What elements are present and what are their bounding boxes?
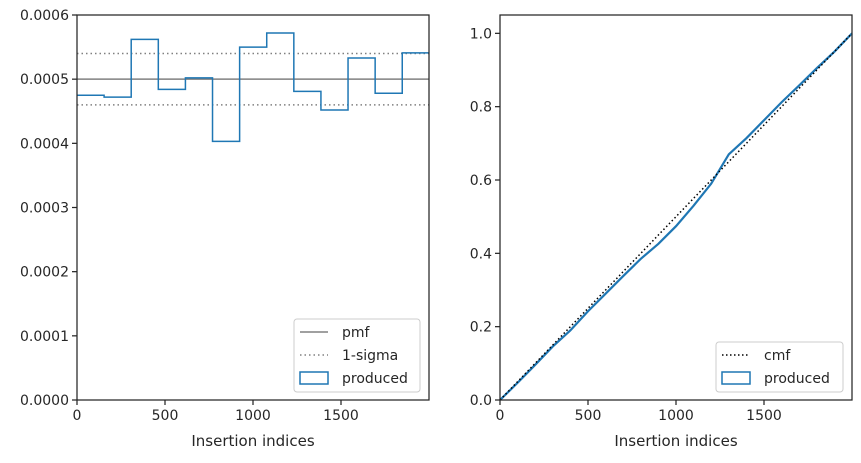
left-y-tick-label: 0.0001 bbox=[20, 329, 69, 345]
left-y-tick-label: 0.0003 bbox=[20, 201, 69, 217]
right-legend: cmf produced bbox=[715, 341, 844, 393]
right-y-tick-label: 0.2 bbox=[470, 320, 492, 336]
right-y-tick-label: 0.6 bbox=[470, 173, 492, 189]
left-y-tick-label: 0.0004 bbox=[20, 136, 69, 152]
left-y-tick-label: 0.0006 bbox=[20, 8, 69, 24]
left-x-tick-label: 0 bbox=[73, 408, 82, 424]
right-y-tick-label: 1.0 bbox=[470, 26, 492, 42]
legend-pmf-label: pmf bbox=[342, 325, 371, 341]
left-x-tick-label: 500 bbox=[152, 408, 179, 424]
right-x-tick-label: 0 bbox=[496, 408, 505, 424]
right-y-tick-label: 0.4 bbox=[470, 246, 492, 262]
right-y-tick-label: 0.0 bbox=[470, 393, 492, 409]
produced-cumulative-line bbox=[499, 32, 853, 401]
legend-produced-label: produced bbox=[342, 371, 408, 387]
right-legend-frame bbox=[715, 341, 844, 393]
right-x-axis-label: Insertion indices bbox=[614, 432, 737, 450]
left-x-tick-label: 1000 bbox=[235, 408, 271, 424]
legend-produced-label-right: produced bbox=[764, 371, 830, 387]
left-legend: pmf 1-sigma produced bbox=[293, 318, 421, 393]
legend-sigma-label: 1-sigma bbox=[342, 348, 398, 364]
right-y-tick-label: 0.8 bbox=[470, 100, 492, 116]
pmf-chart: 0 500 1000 1500 0.0000 0.0001 0.0002 0.0003 0.00… bbox=[20, 8, 430, 450]
right-x-tick-label: 500 bbox=[575, 408, 602, 424]
right-x-tick-label: 1500 bbox=[746, 408, 782, 424]
left-y-tick-label: 0.0005 bbox=[20, 72, 69, 88]
left-x-axis-label: Insertion indices bbox=[191, 432, 314, 450]
right-x-tick-label: 1000 bbox=[658, 408, 694, 424]
cmf-chart: 0 500 1000 1500 0.0 0.2 0.4 0.6 0.8 1.0 Insertion… bbox=[470, 14, 853, 450]
left-legend-frame bbox=[293, 318, 421, 393]
cmf-line bbox=[499, 32, 853, 401]
left-x-tick-label: 1500 bbox=[323, 408, 359, 424]
legend-produced-swatch-right bbox=[721, 371, 751, 385]
left-y-tick-label: 0.0000 bbox=[20, 393, 69, 409]
left-y-tick-label: 0.0002 bbox=[20, 265, 69, 281]
legend-cmf-label: cmf bbox=[764, 348, 791, 364]
legend-produced-swatch bbox=[299, 371, 329, 385]
produced-step-line bbox=[77, 32, 429, 143]
